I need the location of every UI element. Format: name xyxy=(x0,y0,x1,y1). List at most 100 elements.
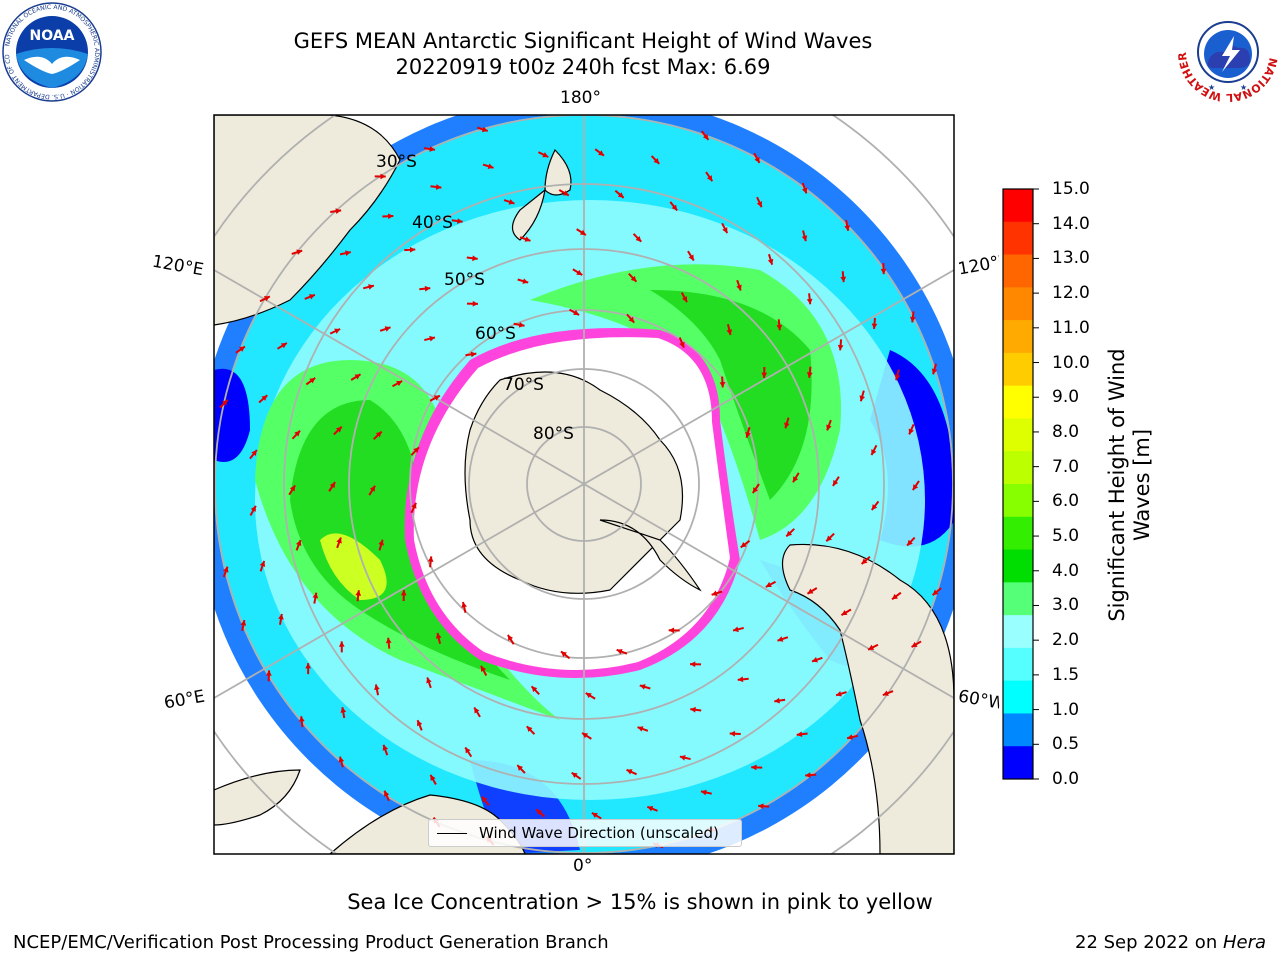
colorbar-swatch xyxy=(1003,352,1033,387)
wave-arrow-head xyxy=(263,296,270,302)
wave-arrow-head xyxy=(435,633,442,639)
colorbar-tick-label: 13.0 xyxy=(1052,248,1090,269)
lat-label-40s: 40°S xyxy=(412,213,453,233)
wave-arrow-head xyxy=(777,636,784,642)
footer-credit: NCEP/EMC/Verification Post Processing Pr… xyxy=(13,932,609,953)
wave-arrow-head xyxy=(801,187,808,194)
wave-arrow-head xyxy=(335,426,342,433)
wave-arrow-head xyxy=(354,374,361,380)
wave-arrow-head xyxy=(653,158,660,164)
wave-arrow-head xyxy=(329,482,336,489)
wave-arrow-head xyxy=(736,284,742,291)
wave-arrow-head xyxy=(671,204,678,211)
colorbar-tick-label: 1.0 xyxy=(1052,699,1080,720)
wave-arrow-head xyxy=(688,254,694,261)
wave-arrow-head xyxy=(894,374,901,381)
wave-arrow-head xyxy=(261,395,268,401)
wave-arrow-head xyxy=(745,431,751,438)
legend-line-swatch xyxy=(437,833,467,834)
noaa-logo: NATIONAL OCEANIC AND ATMOSPHERIC ADMINIS… xyxy=(2,2,102,102)
wave-arrow-head xyxy=(832,479,839,486)
colorbar xyxy=(1002,188,1039,780)
footer-date-text: 22 Sep 2022 on xyxy=(1075,932,1223,953)
wave-arrow-head xyxy=(837,344,844,351)
colorbar-tick-label: 4.0 xyxy=(1052,560,1080,581)
wave-arrow-head xyxy=(435,184,442,190)
wave-arrow-head xyxy=(508,199,515,205)
wave-arrow-head xyxy=(647,806,654,812)
wave-arrow-head xyxy=(524,236,531,242)
map-area xyxy=(214,115,954,854)
wave-arrow-head xyxy=(522,278,529,284)
wave-arrow-head xyxy=(336,537,342,544)
wave-arrow-head xyxy=(461,602,467,608)
wave-arrow-head xyxy=(700,789,707,796)
wave-arrow-head xyxy=(576,269,583,276)
wave-arrow-head xyxy=(355,590,362,596)
wave-arrow-head xyxy=(752,487,759,494)
wave-arrow-head xyxy=(847,734,853,740)
svg-text:★: ★ xyxy=(1208,83,1215,92)
wave-arrow-head xyxy=(340,707,347,713)
colorbar-label-line2: Waves [m] xyxy=(1130,428,1154,542)
colorbar-swatch xyxy=(1003,680,1033,714)
wave-arrow-head xyxy=(465,747,471,754)
wave-arrow-head xyxy=(334,328,341,334)
wave-arrow-head xyxy=(385,637,392,644)
wave-max-west xyxy=(320,533,387,600)
wave-arrow-head xyxy=(844,225,851,231)
wave-arrow-head xyxy=(338,756,345,763)
wave-arrow-head xyxy=(384,326,391,332)
wave-arrow-head xyxy=(305,663,312,669)
colorbar-tick-label: 7.0 xyxy=(1052,456,1080,477)
colorbar-tick-label: 5.0 xyxy=(1052,526,1080,547)
wave-arrow-head xyxy=(474,707,480,714)
legend-label: Wind Wave Direction (unscaled) xyxy=(479,824,719,842)
wave-arrow-head xyxy=(767,258,774,265)
wave-arrow-head xyxy=(630,275,637,282)
wave-arrow-head xyxy=(378,539,384,546)
colorbar-frame xyxy=(1002,188,1034,780)
wave-arrow-head xyxy=(689,661,696,668)
wave-arrow-head xyxy=(806,298,813,305)
colorbar-label: Significant Height of Wind Waves [m] xyxy=(1105,348,1155,621)
wave-arrow-head xyxy=(369,485,376,492)
colorbar-swatch xyxy=(1003,516,1033,551)
wave-arrow-head xyxy=(751,764,757,771)
wave-arrow-head xyxy=(806,372,813,378)
wave-arrow-head xyxy=(280,342,287,349)
wave-arrow-head xyxy=(582,732,589,739)
wave-arrow-head xyxy=(911,641,918,648)
wave-arrow-head xyxy=(507,634,514,641)
wave-arrow-head xyxy=(457,218,463,224)
nws-logo: NATIONAL WEATHER SERVICE ★ ★ xyxy=(1178,2,1278,102)
wave-arrow-head xyxy=(561,651,567,658)
colorbar-tick-label: 6.0 xyxy=(1052,491,1080,512)
wave-arrow-head xyxy=(294,430,301,437)
wave-arrow-head xyxy=(912,484,919,491)
wave-arrow-head xyxy=(481,796,488,803)
map-frame xyxy=(213,114,955,855)
wave-arrow-head xyxy=(296,249,303,255)
wave-arrow-head xyxy=(542,152,549,158)
lon-label-180: 180° xyxy=(560,88,601,108)
wave-arrow-head xyxy=(374,684,380,691)
wave-arrow-head xyxy=(517,765,524,771)
colorbar-swatch xyxy=(1003,385,1033,419)
australia xyxy=(214,115,401,326)
colorbar-swatch xyxy=(1003,221,1033,256)
colorbar-swatch xyxy=(1003,418,1033,452)
svg-text:★: ★ xyxy=(1240,83,1247,92)
wave-arrow-head xyxy=(668,627,675,634)
wave-arrow-head xyxy=(792,476,799,483)
wave-arrow-head xyxy=(786,530,793,537)
colorbar-tick-label: 10.0 xyxy=(1052,352,1090,373)
wave-arrow-head xyxy=(409,246,416,253)
wave-arrow-head xyxy=(487,163,494,170)
wave-arrow-head xyxy=(719,382,726,388)
wave-arrow-head xyxy=(259,560,266,567)
wave-arrow-head xyxy=(861,558,868,565)
lat-label-30s: 30°S xyxy=(376,152,417,172)
wave-arrow-head xyxy=(737,676,744,683)
wave-arrow-head xyxy=(413,447,420,454)
